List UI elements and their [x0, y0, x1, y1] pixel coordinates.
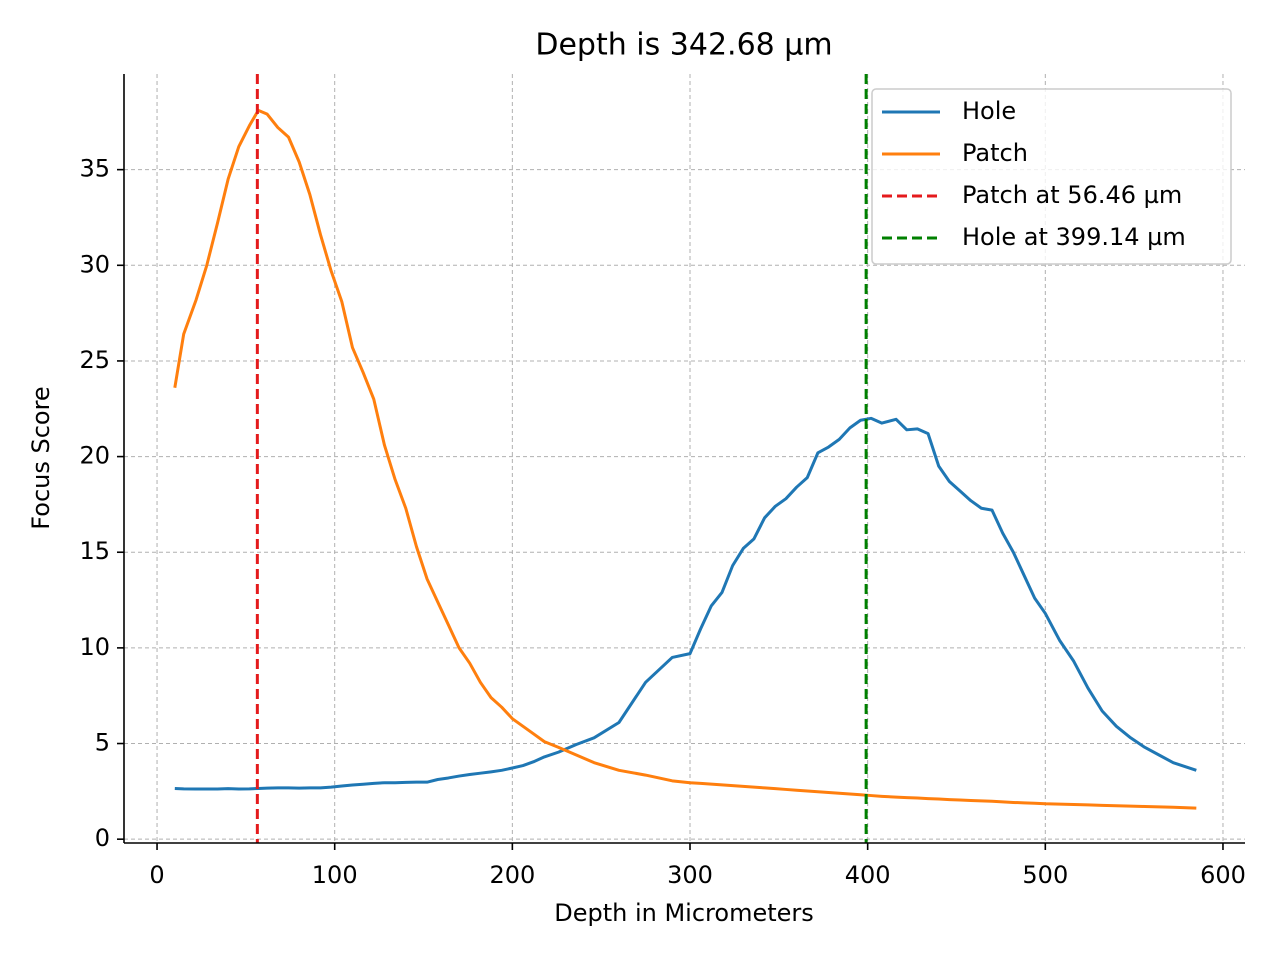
plot [173, 74, 1197, 843]
grid: 0 100 200 300 400 500 600 0 5 10 15 20 25 30 35 [79, 74, 1246, 889]
line-series [173, 108, 1197, 810]
legend-label: Hole at 399.14 µm [962, 223, 1186, 251]
x-axis-label: Depth in Micrometers [554, 899, 814, 927]
x-tick-label: 200 [489, 861, 535, 889]
x-tick-label: 100 [312, 861, 358, 889]
y-tick-label: 5 [95, 729, 110, 757]
y-tick-label: 15 [79, 537, 110, 565]
y-tick-label: 10 [79, 633, 110, 661]
chart-title: Depth is 342.68 µm [535, 28, 832, 63]
x-tick-label: 0 [149, 861, 164, 889]
line-series [174, 416, 1197, 791]
y-tick-label: 30 [79, 250, 110, 278]
y-tick-label: 0 [95, 824, 110, 852]
legend-label: Patch [962, 139, 1028, 167]
x-tick-label: 300 [667, 861, 713, 889]
x-tick-label: 400 [845, 861, 891, 889]
legend-label: Patch at 56.46 µm [962, 181, 1182, 209]
y-axis-label: Focus Score [27, 386, 55, 529]
legend-label: Hole [962, 97, 1016, 125]
x-tick-label: 500 [1022, 861, 1068, 889]
legend: Hole Patch Patch at 56.46 µm Hole at 399.14… [871, 88, 1232, 265]
y-tick-label: 25 [79, 346, 110, 374]
legend-box [871, 88, 1232, 265]
y-tick-label: 35 [79, 155, 110, 183]
y-tick-label: 20 [79, 442, 110, 470]
x-tick-label: 600 [1200, 861, 1246, 889]
